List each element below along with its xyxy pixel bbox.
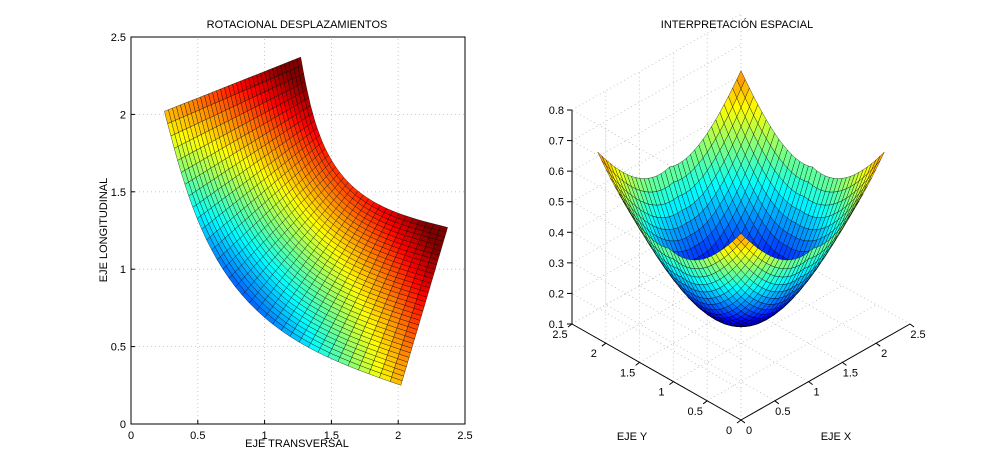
- right-grid-line: [673, 266, 843, 363]
- right-ytick-mark: [702, 400, 708, 405]
- right-ytick-label: 0.5: [688, 406, 703, 418]
- left-xtick-label: 1: [262, 430, 268, 442]
- right-ztick-label: 0.2: [549, 288, 564, 300]
- right-ticks: 0.1 0.2 0.3 0.4 0.5 0.6 0.7 0.8 0 0.5 1 1.5 2 2.5 0 0.5…: [549, 105, 926, 437]
- right-grid-line: [571, 197, 742, 294]
- right-axis-line: [571, 323, 742, 421]
- left-xtick-label: 0: [128, 430, 134, 442]
- right-grid-line: [740, 227, 911, 325]
- right-ztick-label: 0.5: [549, 197, 564, 209]
- left-ytick-label: 0.5: [111, 342, 126, 354]
- left-xlabel: EJE TRANSVERSAL: [245, 438, 349, 450]
- right-xtick-mark: [808, 381, 813, 386]
- right-ztick-label: 0.7: [549, 136, 564, 148]
- right-xtick-mark: [875, 342, 881, 347]
- right-xtick-mark: [842, 361, 847, 366]
- right-ztick-label: 0.8: [549, 105, 564, 117]
- right-title: INTERPRETACIÓN ESPACIAL: [661, 18, 813, 31]
- right-ztick-label: 0.1: [549, 319, 564, 331]
- right-grid-line: [707, 246, 877, 344]
- right-xtick-label: 2.5: [910, 329, 925, 341]
- right-grid-line: [571, 262, 742, 360]
- right-ytick-mark: [669, 381, 674, 386]
- right-grid-line: [571, 135, 742, 233]
- right-ytick-mark: [635, 361, 640, 366]
- right-xlabel: EJE X: [821, 431, 852, 443]
- right-ytick-label: 2: [591, 348, 597, 360]
- right-grid-line: [571, 293, 742, 390]
- right-grid-line: [639, 285, 809, 382]
- left-ytick-label: 2: [120, 109, 126, 121]
- right-xtick-label: 1.5: [843, 367, 858, 379]
- left-axes-box: [130, 36, 466, 425]
- right-ytick-label: 1: [658, 387, 664, 399]
- right-ztick-label: 0.3: [549, 258, 564, 270]
- right-grid-line: [571, 105, 742, 203]
- left-xtick-label: 2: [395, 430, 401, 442]
- right-ytick-mark: [736, 419, 742, 424]
- right-xtick-mark: [774, 400, 780, 405]
- right-xtick-label: 0: [746, 425, 752, 437]
- right-xtick-mark: [909, 323, 915, 328]
- left-xtick-label: 2.5: [457, 430, 472, 442]
- left-xtick-label: 1.5: [324, 430, 339, 442]
- left-title: ROTACIONAL DESPLAZAMIENTOS: [207, 19, 388, 31]
- left-ytick-label: 0: [120, 419, 126, 431]
- right-axis-line: [740, 323, 911, 421]
- right-ytick-mark: [567, 323, 573, 328]
- right-grid-line: [707, 304, 877, 402]
- right-grid-line: [673, 285, 843, 382]
- left-ylabel: EJE LONGITUDINAL: [98, 178, 110, 283]
- right-grid-line: [605, 304, 775, 402]
- right-ztick-label: 0.4: [549, 227, 564, 239]
- right-grid-line: [571, 227, 742, 325]
- right-axes: INTERPRETACIÓN ESPACIAL 0.10.20.30.40.50…: [549, 13, 926, 443]
- right-ytick-label: 1.5: [620, 367, 635, 379]
- left-surface: [164, 56, 448, 386]
- right-xtick-label: 1: [814, 387, 820, 399]
- right-surface: [597, 70, 885, 328]
- left-axes: ROTACIONAL DESPLAZAMIENTOS 0 0.5 1 1.5 2 2.5 …: [98, 19, 473, 450]
- left-yticks: 0 0.5 1 1.5 2 2.5: [111, 32, 135, 431]
- right-surface-cell: [736, 233, 746, 243]
- right-xtick-mark: [740, 419, 746, 424]
- left-ytick-label: 1: [120, 264, 126, 276]
- right-ytick-label: 0: [726, 425, 732, 437]
- right-grid-line: [639, 266, 809, 363]
- left-ytick-label: 1.5: [111, 187, 126, 199]
- left-ytick-label: 2.5: [111, 32, 126, 44]
- right-ytick-mark: [601, 342, 607, 347]
- right-ztick-label: 0.6: [549, 166, 564, 178]
- right-ylabel: EJE Y: [617, 431, 648, 443]
- right-grid-line: [571, 44, 742, 141]
- left-xticks: 0 0.5 1 1.5 2 2.5: [128, 420, 473, 442]
- right-xtick-label: 0.5: [775, 406, 790, 418]
- left-xtick-label: 0.5: [190, 430, 205, 442]
- right-grid-line: [605, 246, 775, 344]
- right-grid-line: [571, 13, 742, 111]
- right-ytick-label: 2.5: [552, 329, 567, 341]
- right-grid-line: [571, 166, 742, 264]
- left-surface-cell: [438, 225, 448, 233]
- right-xtick-label: 2: [881, 348, 887, 360]
